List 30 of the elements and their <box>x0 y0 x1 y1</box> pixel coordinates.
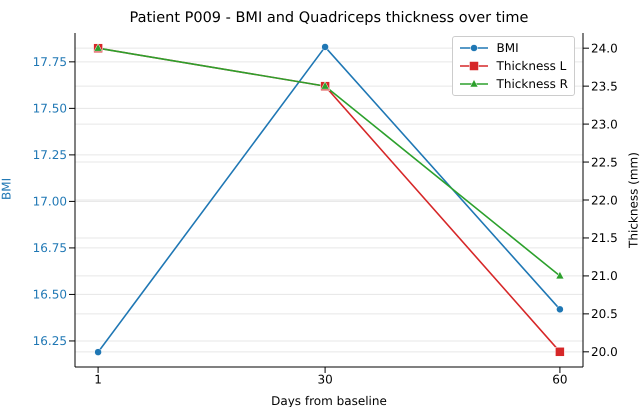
y2-tick-label: 22.5 <box>591 155 618 170</box>
y-tick-label: 17.75 <box>32 55 67 70</box>
legend-label: Thickness R <box>496 76 568 93</box>
y-axis-title: BMI <box>0 178 14 200</box>
chart-title: Patient P009 - BMI and Quadriceps thickness over time <box>128 10 530 26</box>
y2-tick-label: 23.5 <box>591 79 618 94</box>
y2-tick-label: 22.0 <box>591 193 618 208</box>
y-tick-label: 16.75 <box>32 241 67 256</box>
point <box>556 271 564 280</box>
y2-tick-label: 21.5 <box>591 231 618 246</box>
point <box>555 347 565 357</box>
point <box>321 43 329 51</box>
legend-label: Thickness L <box>496 58 566 75</box>
y2-tick-label: 20.5 <box>591 307 618 322</box>
point <box>94 348 102 356</box>
x-tick-label: 1 <box>94 372 102 387</box>
y2-tick-label: 20.0 <box>591 345 618 360</box>
y-tick-label: 17.50 <box>32 102 67 116</box>
y2-tick-label: 23.0 <box>591 117 618 132</box>
y-tick-label: 16.50 <box>32 288 67 302</box>
y-tick-label: 17.25 <box>32 148 67 162</box>
point <box>556 306 564 314</box>
y2-tick-label: 21.0 <box>591 269 618 284</box>
y-tick-label: 16.25 <box>32 334 67 348</box>
legend-label: BMI <box>496 40 519 57</box>
y2-tick-label: 24.0 <box>591 41 618 56</box>
y2-axis-title: Thickness (mm) <box>626 152 640 249</box>
x-tick-label: 30 <box>317 372 333 387</box>
y-tick-label: 17.00 <box>32 194 67 209</box>
x-tick-label: 60 <box>552 372 568 387</box>
